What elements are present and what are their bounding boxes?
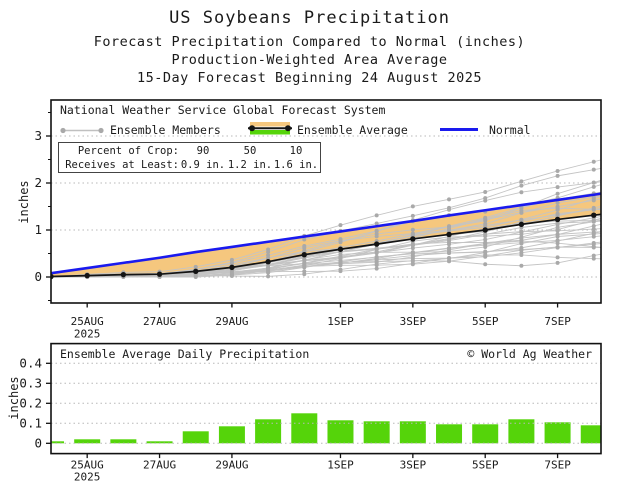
- normal-line: [51, 192, 601, 275]
- svg-text:7SEP: 7SEP: [544, 315, 571, 328]
- ensemble-members-marker-icon: [60, 127, 104, 134]
- svg-text:1: 1: [34, 222, 42, 237]
- svg-text:29AUG: 29AUG: [215, 459, 248, 472]
- svg-text:0.1: 0.1: [19, 415, 42, 430]
- svg-text:7SEP: 7SEP: [544, 459, 571, 472]
- info-value: 50: [243, 145, 257, 157]
- info-value: 1.2 in.: [227, 159, 273, 171]
- svg-text:3SEP: 3SEP: [400, 459, 427, 472]
- top-chart-border: [50, 99, 602, 304]
- bottom-chart-y-axis-label: inches: [7, 376, 21, 420]
- svg-text:0.3: 0.3: [19, 375, 42, 390]
- subtitle-forecast-period: 15-Day Forecast Beginning 24 August 2025: [136, 70, 483, 86]
- ensemble-average-marker-icon: [248, 122, 292, 135]
- normal-marker-icon: [440, 128, 478, 131]
- svg-text:25AUG: 25AUG: [71, 459, 104, 472]
- info-value: 10: [289, 145, 303, 157]
- page-title: US Soybeans Precipitation: [169, 8, 450, 28]
- subtitle-area-average: Production-Weighted Area Average: [171, 52, 448, 68]
- bottom-chart-title: Ensemble Average Daily Precipitation: [60, 347, 310, 361]
- svg-text:0: 0: [34, 269, 42, 284]
- info-value: 90: [196, 145, 210, 157]
- svg-text:25AUG: 25AUG: [71, 315, 104, 328]
- svg-text:1SEP: 1SEP: [327, 315, 354, 328]
- subtitle-comparison: Forecast Precipitation Compared to Norma…: [93, 34, 526, 50]
- svg-text:27AUG: 27AUG: [143, 459, 176, 472]
- svg-text:27AUG: 27AUG: [143, 315, 176, 328]
- svg-text:0: 0: [34, 435, 42, 450]
- copyright-credit: © World Ag Weather: [467, 347, 592, 361]
- info-row-percent: Percent of Crop: 90 50 10: [59, 144, 320, 158]
- legend-label-normal: Normal: [489, 123, 531, 137]
- svg-text:3: 3: [34, 128, 42, 143]
- svg-text:29AUG: 29AUG: [215, 315, 248, 328]
- bottom-chart-plot-area: [51, 362, 601, 444]
- info-label: Percent of Crop:: [77, 145, 179, 157]
- bottom-chart-border: [50, 342, 602, 455]
- top-chart-plot-area: [51, 135, 601, 280]
- info-value: 1.6 in.: [273, 159, 319, 171]
- svg-text:2025: 2025: [74, 471, 101, 484]
- svg-text:2: 2: [34, 175, 42, 190]
- info-label: Receives at Least:: [65, 159, 179, 171]
- svg-text:0.2: 0.2: [19, 395, 42, 410]
- info-value: 0.9 in.: [180, 159, 226, 171]
- svg-text:1SEP: 1SEP: [327, 459, 354, 472]
- svg-text:3SEP: 3SEP: [400, 315, 427, 328]
- legend-label-ensemble-members: Ensemble Members: [110, 123, 221, 137]
- svg-text:0.4: 0.4: [19, 355, 42, 370]
- svg-text:5SEP: 5SEP: [472, 315, 499, 328]
- legend-header: National Weather Service Global Forecast…: [60, 103, 386, 117]
- percent-of-crop-info-box: Percent of Crop: 90 50 10 Receives at Le…: [58, 142, 321, 173]
- svg-text:5SEP: 5SEP: [472, 459, 499, 472]
- svg-text:2025: 2025: [74, 328, 101, 341]
- info-row-receives: Receives at Least: 0.9 in. 1.2 in. 1.6 i…: [59, 158, 320, 172]
- legend-label-ensemble-average: Ensemble Average: [297, 123, 408, 137]
- daily-bars: [51, 413, 601, 444]
- top-chart-y-axis-label: inches: [17, 180, 31, 224]
